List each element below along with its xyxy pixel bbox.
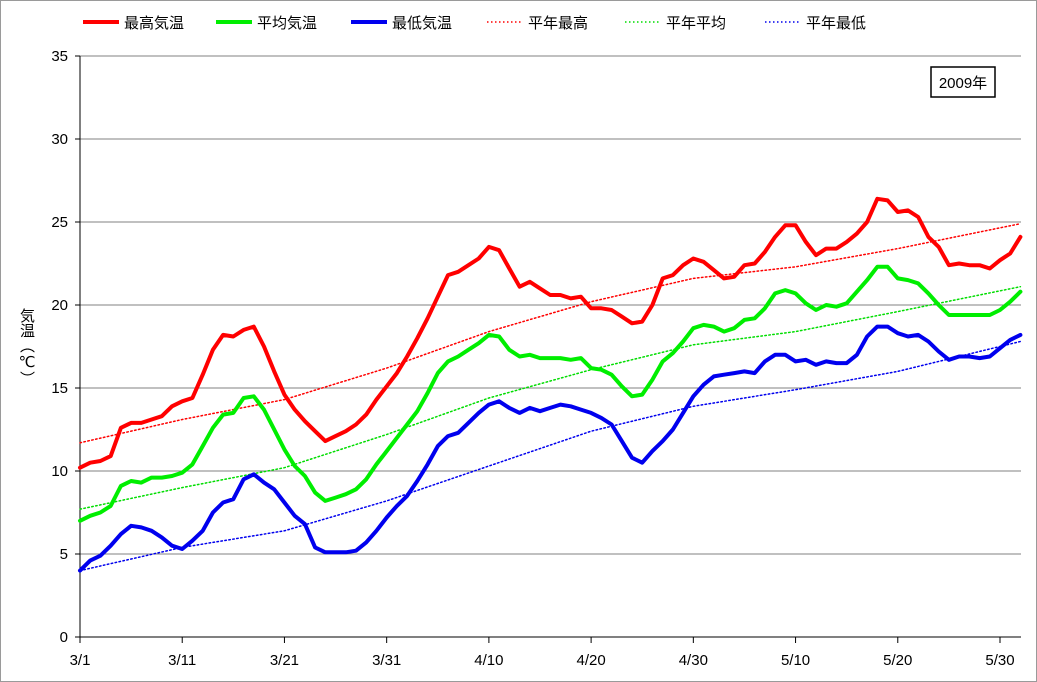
y-tick-label: 20 xyxy=(51,297,68,314)
y-axis-label: 気温（℃） xyxy=(18,308,36,386)
legend-label-3: 最低気温 xyxy=(392,14,452,32)
y-tick-label: 10 xyxy=(51,463,68,480)
series-lines xyxy=(78,196,1023,573)
legend-label-5: 平年平均 xyxy=(666,14,726,32)
y-tick-labels: 0 5 10 15 20 25 30 35 xyxy=(51,48,68,646)
legend: 最高気温 平均気温 最低気温 平年最高 平年平均 平年最低 xyxy=(83,14,866,32)
year-label-box: 2009年 xyxy=(930,66,996,98)
legend-label-4: 平年最高 xyxy=(528,14,588,32)
x-tick-label: 4/30 xyxy=(679,652,708,669)
y-tick-label: 0 xyxy=(60,629,68,646)
series-line-3 xyxy=(78,324,1023,573)
axes xyxy=(75,55,1021,643)
legend-label-2: 平均気温 xyxy=(257,14,317,32)
y-tick-label: 15 xyxy=(51,380,68,397)
y-tick-label: 35 xyxy=(51,48,68,65)
y-tick-label: 5 xyxy=(60,546,68,563)
y-tick-label: 25 xyxy=(51,214,68,231)
x-tick-label: 4/10 xyxy=(474,652,503,669)
y-axis-title: 気温（℃） xyxy=(18,308,36,386)
x-tick-label: 3/31 xyxy=(372,652,401,669)
series-line-5 xyxy=(79,285,1022,510)
legend-label-6: 平年最低 xyxy=(806,14,866,32)
x-tick-label: 3/11 xyxy=(168,652,196,669)
x-tick-label: 5/10 xyxy=(781,652,810,669)
x-tick-label: 3/1 xyxy=(70,652,91,669)
gridlines xyxy=(80,55,1021,555)
year-label: 2009年 xyxy=(939,75,987,92)
series-line-6 xyxy=(79,340,1022,572)
x-tick-label: 4/20 xyxy=(577,652,606,669)
series-line-2 xyxy=(78,264,1023,523)
year-box-border xyxy=(930,66,996,98)
x-tick-label: 5/30 xyxy=(985,652,1014,669)
y-tick-label: 30 xyxy=(51,131,68,148)
legend-label-1: 最高気温 xyxy=(124,14,184,32)
series-line-1 xyxy=(78,196,1023,470)
x-tick-label: 3/21 xyxy=(270,652,299,669)
x-tick-label: 5/20 xyxy=(883,652,912,669)
x-tick-labels: 3/1 3/11 3/21 3/31 4/10 4/20 4/30 5/10 5/20 5/30 xyxy=(70,652,1015,669)
